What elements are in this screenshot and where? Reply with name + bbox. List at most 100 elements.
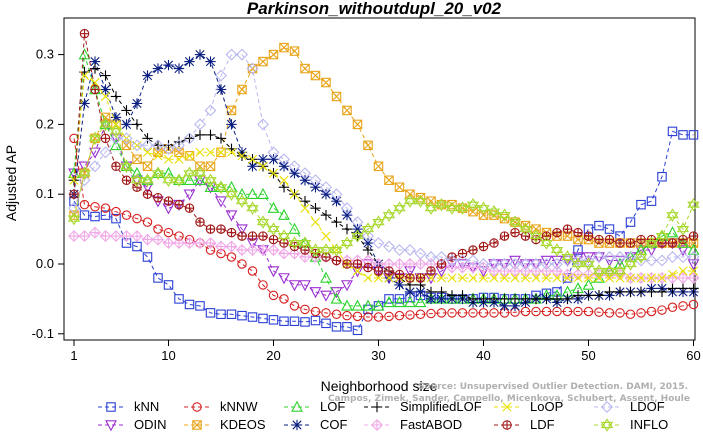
data-point-knnw — [132, 213, 142, 224]
data-point-ldof — [162, 142, 175, 155]
data-point-kdeos — [426, 196, 436, 206]
data-point-ldf — [268, 234, 279, 245]
series-cof — [68, 49, 699, 312]
data-point-ldof — [635, 254, 647, 267]
data-point-ldof — [215, 69, 227, 82]
data-point-loop — [289, 189, 300, 199]
data-point-fastabod — [236, 244, 248, 257]
data-point-ldof — [236, 48, 248, 61]
legend-label: FastABOD — [400, 417, 462, 432]
data-point-knnw — [415, 309, 426, 320]
data-point-loop — [594, 273, 604, 283]
data-point-loop — [436, 273, 447, 283]
data-point-inflo — [571, 257, 585, 271]
data-point-ldf — [541, 231, 552, 241]
data-point-fastabod — [278, 247, 290, 260]
data-point-odin — [131, 175, 143, 187]
data-point-ldf — [531, 234, 541, 245]
data-point-simplifiedlof — [110, 91, 122, 102]
data-point-knnw — [636, 308, 646, 318]
data-point-simplifiedlof — [299, 195, 311, 207]
x-tick-label: 1 — [70, 348, 77, 363]
data-point-cof — [205, 56, 216, 67]
data-point-ldof — [78, 174, 91, 187]
legend-item-loop: LoOP — [494, 399, 563, 414]
data-point-loop — [667, 269, 678, 280]
data-point-inflo — [193, 166, 207, 180]
y-tick-label: 0.0 — [36, 256, 54, 271]
legend-item-ldof: LDOF — [594, 399, 665, 414]
data-point-knn — [300, 317, 310, 327]
data-point-kdeos — [132, 154, 142, 165]
legend-marker — [291, 419, 303, 431]
data-point-lof — [351, 299, 364, 311]
data-point-knn — [163, 280, 174, 290]
data-point-ldf — [69, 189, 79, 199]
data-point-kdeos — [384, 175, 394, 185]
data-point-ldof — [624, 251, 637, 263]
data-point-odin — [320, 290, 332, 302]
data-point-simplifiedlof — [331, 216, 342, 228]
data-point-ldof — [362, 230, 374, 243]
data-point-kdeos — [331, 91, 342, 102]
data-point-loop — [520, 273, 531, 283]
data-point-ldof — [351, 216, 364, 229]
data-point-lof — [183, 173, 196, 185]
data-point-inflo — [340, 236, 354, 250]
data-point-simplifiedlof — [667, 283, 678, 294]
series-line-knnw — [73, 138, 694, 318]
data-point-knnw — [436, 308, 447, 318]
series-knnw — [69, 133, 699, 322]
data-point-cof — [163, 59, 174, 71]
data-point-inflo — [603, 264, 616, 278]
data-point-ldf — [615, 238, 625, 248]
data-point-ldof — [593, 251, 605, 263]
data-point-inflo — [540, 236, 553, 250]
data-point-ldf — [394, 269, 405, 280]
data-point-simplifiedlof — [131, 119, 143, 130]
legend-label: KDEOS — [220, 417, 266, 432]
data-point-ldof — [89, 160, 101, 173]
data-point-inflo — [277, 229, 291, 243]
data-point-inflo — [351, 229, 364, 243]
data-point-odin — [677, 245, 689, 257]
data-point-loop — [100, 91, 111, 102]
data-point-kdeos — [321, 77, 331, 88]
legend-label: ODIN — [134, 417, 167, 432]
data-point-ldf — [342, 259, 352, 269]
data-point-ldof — [194, 118, 206, 131]
data-point-simplifiedlof — [509, 293, 521, 305]
data-point-ldof — [582, 254, 595, 267]
data-point-simplifiedlof — [446, 290, 458, 301]
data-point-knn — [310, 315, 321, 326]
x-axis-title: Neighborhood size — [321, 378, 438, 394]
data-point-ldof — [509, 258, 521, 270]
data-point-ldf — [625, 238, 636, 248]
data-point-ldof — [393, 244, 406, 257]
data-point-inflo — [582, 257, 595, 271]
series-inflo — [67, 117, 700, 278]
data-point-knnw — [331, 309, 342, 320]
data-point-inflo — [319, 243, 333, 257]
data-point-knnw — [237, 259, 247, 269]
data-point-ldof — [267, 146, 280, 159]
data-point-ldof — [257, 118, 269, 131]
data-point-knn — [657, 172, 667, 182]
series-line-inflo — [73, 123, 694, 272]
data-point-knnw — [667, 302, 678, 313]
data-point-fastabod — [110, 230, 122, 243]
data-point-loop — [678, 266, 688, 276]
data-point-ldf — [184, 203, 195, 213]
data-point-ldf — [426, 266, 436, 276]
data-point-loop — [499, 273, 510, 283]
legend-marker — [105, 420, 117, 432]
data-point-inflo — [466, 197, 480, 212]
data-point-ldof — [425, 251, 437, 263]
data-point-kdeos — [342, 105, 352, 116]
data-point-fastabod — [404, 258, 416, 270]
legend-label: SimplifiedLOF — [400, 399, 482, 414]
data-point-inflo — [246, 201, 259, 215]
data-point-ldof — [299, 167, 311, 180]
data-point-simplifiedlof — [530, 293, 542, 305]
